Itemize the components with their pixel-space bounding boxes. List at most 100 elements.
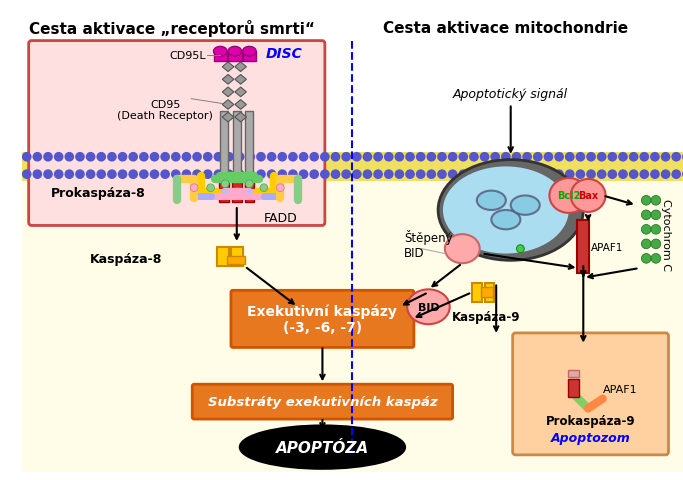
- Ellipse shape: [171, 170, 180, 180]
- Ellipse shape: [342, 170, 351, 180]
- Ellipse shape: [490, 170, 500, 180]
- FancyBboxPatch shape: [221, 112, 228, 199]
- FancyBboxPatch shape: [217, 247, 229, 266]
- Ellipse shape: [277, 184, 284, 192]
- Polygon shape: [235, 63, 247, 72]
- Ellipse shape: [309, 170, 319, 180]
- Ellipse shape: [490, 153, 500, 162]
- Ellipse shape: [288, 153, 298, 162]
- FancyBboxPatch shape: [484, 283, 494, 302]
- Ellipse shape: [191, 184, 198, 192]
- Ellipse shape: [437, 153, 447, 162]
- Polygon shape: [235, 88, 247, 97]
- Polygon shape: [235, 113, 247, 122]
- Ellipse shape: [650, 153, 660, 162]
- Text: FADD: FADD: [264, 212, 298, 225]
- Ellipse shape: [150, 170, 159, 180]
- Ellipse shape: [86, 153, 96, 162]
- Ellipse shape: [651, 240, 660, 249]
- Ellipse shape: [117, 153, 128, 162]
- Ellipse shape: [224, 170, 234, 180]
- Text: Exekutivní kaspázy
(-3, -6, -7): Exekutivní kaspázy (-3, -6, -7): [247, 304, 398, 335]
- Ellipse shape: [555, 170, 564, 180]
- Ellipse shape: [214, 153, 223, 162]
- Ellipse shape: [522, 170, 532, 180]
- Ellipse shape: [240, 426, 405, 468]
- Ellipse shape: [445, 235, 479, 264]
- Text: APAF1: APAF1: [591, 242, 624, 252]
- Ellipse shape: [214, 170, 223, 180]
- Ellipse shape: [576, 153, 585, 162]
- Ellipse shape: [228, 48, 242, 57]
- Ellipse shape: [384, 153, 393, 162]
- Ellipse shape: [363, 170, 372, 180]
- Ellipse shape: [33, 153, 42, 162]
- Ellipse shape: [641, 254, 651, 264]
- Ellipse shape: [256, 170, 266, 180]
- Ellipse shape: [139, 153, 149, 162]
- Ellipse shape: [629, 153, 639, 162]
- FancyBboxPatch shape: [472, 283, 482, 302]
- Ellipse shape: [86, 170, 96, 180]
- Ellipse shape: [128, 153, 138, 162]
- Ellipse shape: [277, 170, 287, 180]
- Text: Kaspáza-8: Kaspáza-8: [90, 252, 163, 265]
- Ellipse shape: [512, 153, 521, 162]
- Ellipse shape: [139, 170, 149, 180]
- Text: Cesta aktivace „receptorů smrti“: Cesta aktivace „receptorů smrti“: [29, 21, 315, 37]
- Ellipse shape: [511, 196, 540, 216]
- Ellipse shape: [171, 153, 180, 162]
- Ellipse shape: [512, 170, 521, 180]
- Ellipse shape: [395, 153, 404, 162]
- Ellipse shape: [660, 153, 671, 162]
- Text: Štěpený
BID: Štěpený BID: [404, 229, 453, 259]
- Ellipse shape: [671, 170, 681, 180]
- Ellipse shape: [597, 153, 607, 162]
- Text: DISC: DISC: [266, 47, 303, 61]
- Ellipse shape: [96, 153, 106, 162]
- Ellipse shape: [320, 170, 330, 180]
- Ellipse shape: [75, 153, 85, 162]
- Ellipse shape: [221, 180, 229, 188]
- Ellipse shape: [352, 153, 361, 162]
- Ellipse shape: [203, 153, 212, 162]
- Text: Bax: Bax: [578, 191, 598, 201]
- FancyBboxPatch shape: [192, 384, 453, 419]
- Ellipse shape: [544, 170, 553, 180]
- Ellipse shape: [641, 225, 651, 235]
- Ellipse shape: [331, 170, 340, 180]
- Ellipse shape: [256, 153, 266, 162]
- Ellipse shape: [182, 170, 191, 180]
- Ellipse shape: [373, 153, 383, 162]
- Ellipse shape: [651, 225, 660, 235]
- Ellipse shape: [96, 170, 106, 180]
- Ellipse shape: [671, 153, 681, 162]
- FancyBboxPatch shape: [245, 181, 254, 203]
- Ellipse shape: [54, 170, 64, 180]
- Ellipse shape: [586, 153, 596, 162]
- Ellipse shape: [161, 153, 170, 162]
- Ellipse shape: [607, 170, 617, 180]
- FancyBboxPatch shape: [22, 8, 683, 177]
- Ellipse shape: [651, 211, 660, 220]
- Ellipse shape: [54, 153, 64, 162]
- Text: BID: BID: [417, 302, 439, 312]
- FancyBboxPatch shape: [245, 112, 253, 199]
- Ellipse shape: [235, 170, 245, 180]
- Ellipse shape: [629, 170, 639, 180]
- Ellipse shape: [426, 170, 436, 180]
- Ellipse shape: [618, 153, 628, 162]
- Ellipse shape: [298, 170, 309, 180]
- Ellipse shape: [607, 153, 617, 162]
- FancyBboxPatch shape: [232, 181, 242, 203]
- Ellipse shape: [64, 153, 74, 162]
- FancyBboxPatch shape: [29, 41, 325, 226]
- Ellipse shape: [477, 191, 506, 211]
- FancyBboxPatch shape: [228, 52, 242, 62]
- Ellipse shape: [641, 211, 651, 220]
- Ellipse shape: [363, 153, 372, 162]
- Ellipse shape: [245, 170, 255, 180]
- Ellipse shape: [479, 170, 490, 180]
- Ellipse shape: [586, 170, 596, 180]
- Ellipse shape: [571, 180, 606, 213]
